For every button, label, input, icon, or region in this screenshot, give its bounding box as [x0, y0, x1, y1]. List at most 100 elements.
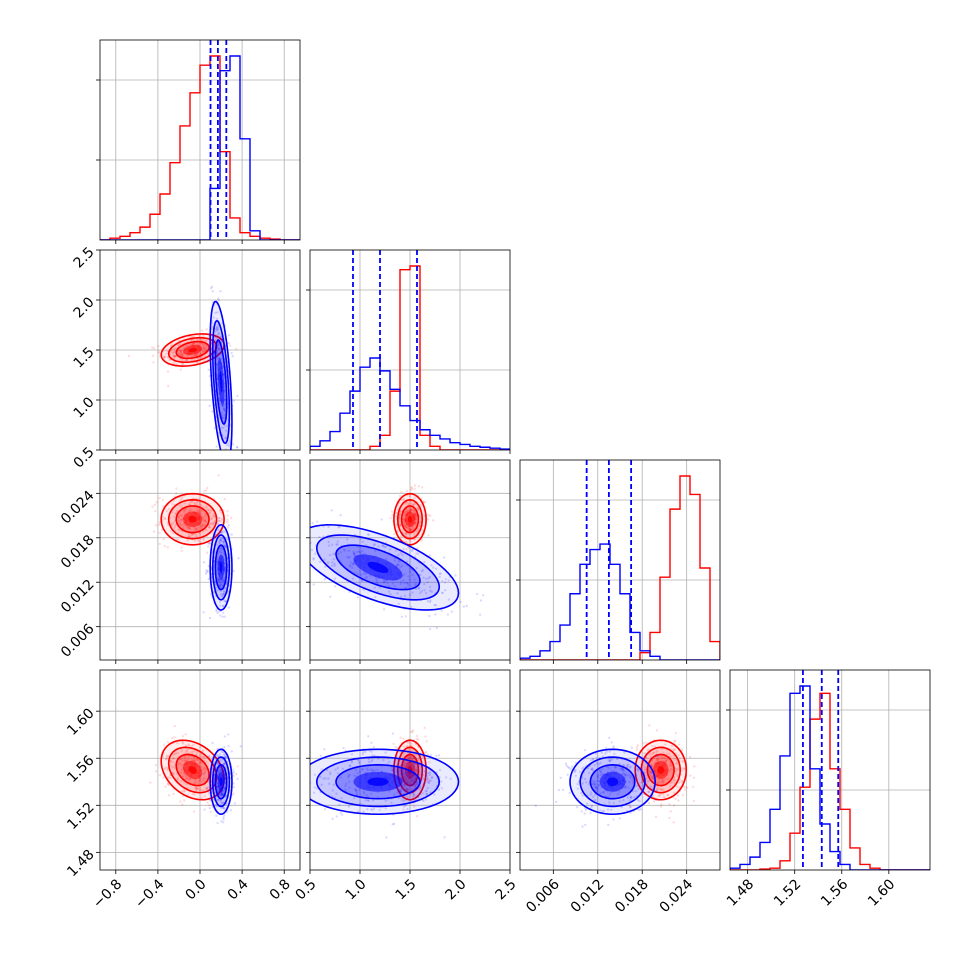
scatter-point: [396, 562, 399, 566]
x-tick-label: −0.4: [132, 876, 167, 911]
scatter-point: [621, 768, 624, 772]
scatter-point: [588, 771, 591, 775]
scatter-point: [650, 775, 653, 779]
scatter-point: [413, 509, 416, 513]
scatter-point: [414, 753, 417, 756]
scatter-point: [179, 780, 183, 783]
scatter-point: [230, 533, 233, 536]
scatter-point: [391, 769, 395, 772]
scatter-point: [405, 532, 408, 536]
scatter-point: [172, 354, 176, 358]
scatter-point: [183, 772, 186, 775]
scatter-point: [664, 743, 667, 746]
scatter-point: [394, 515, 398, 518]
scatter-point: [412, 777, 416, 780]
scatter-point: [226, 526, 230, 529]
scatter-point: [229, 344, 232, 347]
scatter-point: [172, 765, 175, 769]
scatter-point: [180, 518, 183, 522]
density-fill-red: [188, 515, 197, 523]
scatter-point: [206, 786, 209, 790]
scatter-point: [216, 351, 219, 355]
scatter-point: [369, 792, 373, 796]
scatter-point: [656, 785, 659, 789]
scatter-point: [415, 781, 419, 784]
x-tick-label: 2.0: [443, 876, 470, 903]
scatter-point: [197, 497, 200, 500]
scatter-point: [189, 500, 192, 504]
scatter-point: [218, 610, 221, 613]
scatter-point: [351, 577, 355, 580]
contour-blue: [335, 764, 421, 800]
scatter-point: [400, 799, 404, 802]
scatter-point: [356, 810, 360, 813]
panel-content: [100, 40, 300, 240]
scatter-point: [438, 575, 441, 579]
scatter-point: [206, 569, 209, 573]
scatter-point: [446, 613, 450, 616]
scatter-point: [233, 802, 237, 805]
scatter-point: [177, 528, 180, 531]
scatter-point: [409, 508, 413, 511]
scatter-point: [154, 763, 158, 767]
contour-blue: [335, 544, 421, 591]
scatter-point: [180, 768, 183, 772]
scatter-point: [422, 576, 425, 579]
scatter-point: [554, 800, 558, 804]
scatter-point: [173, 526, 176, 529]
panel-content: [310, 484, 485, 631]
scatter-point: [442, 556, 446, 559]
scatter-point: [430, 590, 434, 593]
scatter-point: [127, 354, 131, 358]
scatter-point: [360, 768, 364, 772]
scatter-point: [399, 736, 402, 740]
histogram-red: [520, 475, 720, 660]
scatter-point: [534, 804, 537, 807]
scatter-point: [215, 326, 219, 329]
scatter-point: [219, 794, 222, 797]
scatter-point: [190, 359, 193, 362]
scatter-point: [221, 792, 224, 796]
scatter-point: [644, 752, 648, 756]
scatter-point: [631, 779, 634, 782]
scatter-point: [419, 785, 422, 789]
scatter-point: [203, 339, 206, 343]
scatter-point: [691, 785, 695, 789]
scatter-point: [170, 523, 173, 527]
scatter-point: [409, 529, 413, 532]
scatter-point: [190, 533, 194, 537]
scatter-point: [390, 801, 393, 804]
scatter-point: [212, 316, 215, 319]
scatter-point: [177, 516, 181, 519]
panel-frame: [519, 669, 721, 871]
scatter-point: [426, 779, 429, 782]
scatter-point: [410, 502, 413, 505]
scatter-point: [406, 795, 409, 798]
scatter-point: [235, 477, 237, 479]
scatter-point: [217, 790, 221, 794]
scatter-point: [366, 533, 370, 536]
scatter-point: [392, 532, 396, 536]
scatter-point: [649, 775, 652, 778]
scatter-point: [411, 573, 414, 577]
scatter-point: [185, 777, 189, 780]
scatter-point: [330, 543, 334, 546]
scatter-point: [581, 794, 584, 797]
scatter-point: [329, 595, 332, 599]
scatter-point: [652, 751, 655, 755]
scatter-point: [659, 788, 663, 791]
scatter-point: [285, 783, 287, 785]
scatter-point: [152, 530, 156, 533]
contour-red: [167, 336, 218, 364]
scatter-point: [399, 510, 402, 514]
scatter-point: [359, 537, 362, 541]
scatter-point: [656, 758, 659, 762]
scatter-point: [622, 798, 625, 802]
scatter-point: [408, 527, 411, 531]
panel-1-0: 0.51.01.52.02.5: [71, 244, 301, 479]
scatter-point: [184, 358, 187, 361]
scatter-point: [207, 790, 211, 794]
x-tick-label: 0.8: [267, 876, 294, 903]
scatter-point: [334, 768, 337, 771]
scatter-point: [559, 776, 562, 780]
